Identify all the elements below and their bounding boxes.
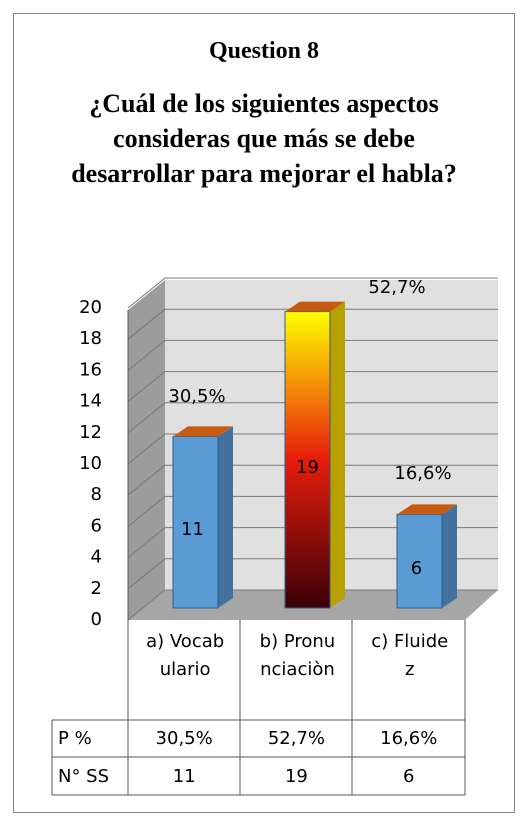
y-tick-label: 4 (91, 547, 102, 568)
y-tick-label: 20 (79, 297, 102, 318)
grid-line (127, 464, 166, 496)
grid-line (127, 527, 166, 558)
grid-line (127, 402, 166, 434)
table-cell: 16,6% (380, 728, 437, 749)
category-label: a) Vocabulario (146, 631, 225, 680)
data-label: 19 (296, 457, 319, 478)
chart-subtitle: ¿Cuál de los siguientes aspectos conside… (71, 89, 457, 188)
grid-line (127, 589, 166, 621)
bar-top (397, 504, 457, 515)
grid-line (127, 558, 166, 590)
category-label: b) Pronunciaciòn (259, 631, 336, 680)
y-tick-label: 16 (79, 359, 102, 380)
y-tick-label: 12 (79, 422, 102, 443)
bar (172, 435, 219, 609)
percent-label: 16,6% (394, 463, 451, 484)
grid-line (127, 371, 166, 402)
bar-top (173, 426, 233, 437)
bar-top (285, 301, 345, 312)
data-label: 11 (181, 519, 204, 540)
grid-line (127, 496, 166, 527)
bar-side (442, 504, 457, 608)
y-tick-label: 0 (91, 609, 102, 630)
y-tick-label: 2 (91, 578, 102, 599)
table-cell: 30,5% (156, 728, 213, 749)
grid-line (127, 308, 166, 340)
table-cell: 19 (285, 766, 308, 787)
grid-line (127, 340, 166, 371)
table-cell: 6 (403, 766, 414, 787)
grid-line (127, 277, 166, 309)
bar-side (330, 301, 345, 608)
bar (284, 311, 331, 609)
y-tick-label: 8 (91, 484, 102, 505)
grid-line (127, 433, 166, 465)
percent-label: 30,5% (168, 386, 225, 407)
table-cell: 11 (173, 766, 196, 787)
percent-label: 52,7% (368, 277, 425, 298)
bar (396, 513, 443, 609)
y-tick-label: 18 (79, 328, 102, 349)
category-label: c) Fluidez (371, 631, 449, 680)
bar-side (218, 426, 233, 608)
side-wall (128, 280, 165, 620)
data-label: 6 (411, 558, 422, 579)
y-tick-label: 6 (91, 515, 102, 536)
chart-title: Question 8 (208, 38, 319, 64)
row-header: N° SS (58, 766, 109, 787)
y-tick-label: 10 (79, 453, 102, 474)
y-tick-label: 14 (79, 391, 102, 412)
frame (13, 13, 515, 813)
row-header: P % (58, 728, 92, 749)
table-cell: 52,7% (268, 728, 325, 749)
